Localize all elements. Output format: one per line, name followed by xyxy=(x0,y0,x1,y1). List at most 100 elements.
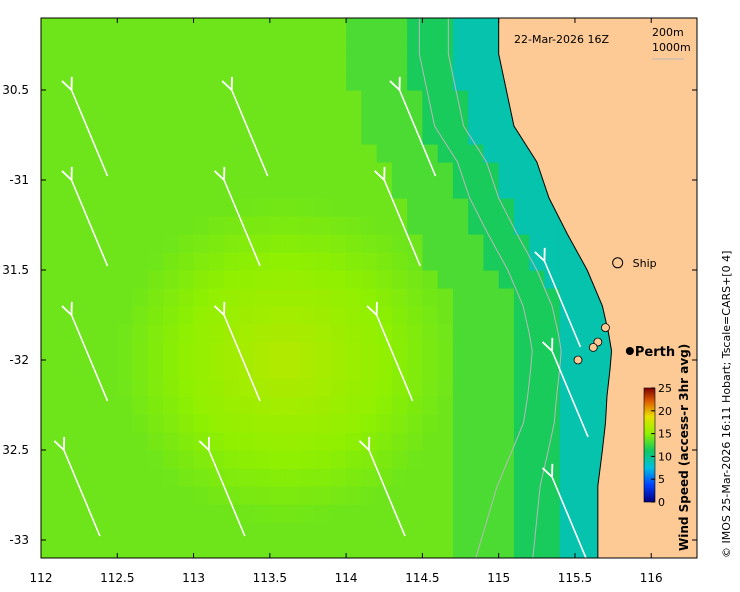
y-tick-label: 32.5 xyxy=(2,443,29,457)
wind-speed-cell xyxy=(422,432,439,451)
wind-speed-cell xyxy=(102,144,118,163)
wind-speed-cell xyxy=(86,216,103,235)
wind-speed-cell xyxy=(330,126,347,145)
colorbar-tick-label: 20 xyxy=(658,405,672,418)
wind-speed-cell xyxy=(178,252,195,271)
wind-speed-cell xyxy=(208,522,225,541)
wind-speed-cell xyxy=(468,234,485,253)
wind-speed-cell xyxy=(346,360,362,379)
wind-speed-cell xyxy=(437,432,454,451)
wind-speed-cell xyxy=(407,18,423,37)
wind-speed-cell xyxy=(590,396,607,415)
wind-speed-cell xyxy=(437,36,454,55)
wind-speed-cell xyxy=(147,288,164,307)
wind-speed-cell xyxy=(315,36,332,55)
wind-speed-cell xyxy=(285,252,301,271)
wind-speed-cell xyxy=(56,414,73,433)
wind-speed-cell xyxy=(117,324,134,343)
ship-marker xyxy=(612,257,624,269)
wind-speed-cell xyxy=(513,522,530,541)
wind-speed-cell xyxy=(71,18,88,37)
wind-speed-cell xyxy=(132,324,149,343)
location-markers: Ship Perth xyxy=(573,257,675,365)
wind-speed-cell xyxy=(468,36,485,55)
wind-speed-cell xyxy=(56,162,73,181)
wind-speed-cell xyxy=(697,378,713,397)
wind-speed-cell xyxy=(41,306,57,325)
wind-speed-cell xyxy=(56,540,73,558)
wind-speed-cell xyxy=(315,90,332,109)
wind-speed-cell xyxy=(437,468,454,487)
wind-speed-cell xyxy=(315,468,332,487)
wind-speed-cell xyxy=(285,162,301,181)
wind-speed-cell xyxy=(422,450,439,469)
wind-speed-cell xyxy=(330,486,347,505)
wind-speed-cell xyxy=(254,414,271,433)
wind-speed-cell xyxy=(41,342,57,361)
wind-speed-cell xyxy=(117,216,134,235)
wind-speed-cell xyxy=(697,450,713,469)
wind-speed-cell xyxy=(71,180,88,199)
wind-speed-cell xyxy=(422,234,439,253)
wind-speed-cell xyxy=(178,90,195,109)
wind-speed-cell xyxy=(376,468,393,487)
wind-speed-cell xyxy=(285,144,301,163)
wind-speed-cell xyxy=(391,54,408,73)
wind-speed-cell xyxy=(529,540,546,558)
wind-speed-cell xyxy=(193,270,210,289)
wind-speed-cell xyxy=(391,342,408,361)
wind-speed-cell xyxy=(285,198,301,217)
wind-speed-cell xyxy=(285,216,301,235)
wind-speed-cell xyxy=(117,54,134,73)
wind-speed-cell xyxy=(178,468,195,487)
wind-speed-cell xyxy=(117,72,134,91)
wind-speed-cell xyxy=(361,504,378,523)
wind-speed-cell xyxy=(346,342,362,361)
wind-speed-cell xyxy=(163,378,179,397)
wind-speed-cell xyxy=(376,252,393,271)
wind-speed-cell xyxy=(102,504,118,523)
wind-speed-cell xyxy=(513,252,530,271)
wind-speed-cell xyxy=(86,54,103,73)
wind-speed-cell xyxy=(315,108,332,127)
wind-speed-cell xyxy=(132,270,149,289)
wind-speed-cell xyxy=(147,108,164,127)
wind-arrow xyxy=(534,247,582,348)
wind-speed-cell xyxy=(178,108,195,127)
wind-speed-cell xyxy=(437,252,454,271)
wind-speed-cell xyxy=(391,162,408,181)
wind-speed-cell xyxy=(315,180,332,199)
wind-speed-cell xyxy=(254,396,271,415)
wind-speed-cell xyxy=(163,198,179,217)
wind-speed-cell xyxy=(193,450,210,469)
wind-speed-cell xyxy=(132,108,149,127)
wind-speed-cell xyxy=(697,306,713,325)
wind-speed-cell xyxy=(391,252,408,271)
wind-speed-cell xyxy=(193,216,210,235)
wind-speed-cell xyxy=(147,414,164,433)
wind-speed-cell xyxy=(315,288,332,307)
wind-speed-cell xyxy=(315,342,332,361)
wind-speed-cell xyxy=(178,144,195,163)
wind-speed-cell xyxy=(422,504,439,523)
wind-speed-cell xyxy=(697,126,713,145)
wind-speed-cell xyxy=(41,108,57,127)
wind-speed-cell xyxy=(330,324,347,343)
wind-speed-cell xyxy=(468,144,485,163)
wind-speed-cell xyxy=(346,468,362,487)
wind-speed-cell xyxy=(544,234,561,253)
wind-speed-cell xyxy=(483,324,500,343)
wind-speed-cell xyxy=(224,180,240,199)
wind-speed-cell xyxy=(193,72,210,91)
wind-speed-cell xyxy=(391,306,408,325)
wind-speed-cell xyxy=(361,288,378,307)
wind-speed-cell xyxy=(697,234,713,253)
wind-speed-cell xyxy=(361,432,378,451)
wind-speed-cell xyxy=(208,270,225,289)
wind-speed-cell xyxy=(56,108,73,127)
wind-speed-cell xyxy=(102,378,118,397)
wind-speed-cell xyxy=(147,198,164,217)
wind-speed-cell xyxy=(147,486,164,505)
wind-speed-cell xyxy=(300,144,317,163)
wind-speed-cell xyxy=(102,216,118,235)
